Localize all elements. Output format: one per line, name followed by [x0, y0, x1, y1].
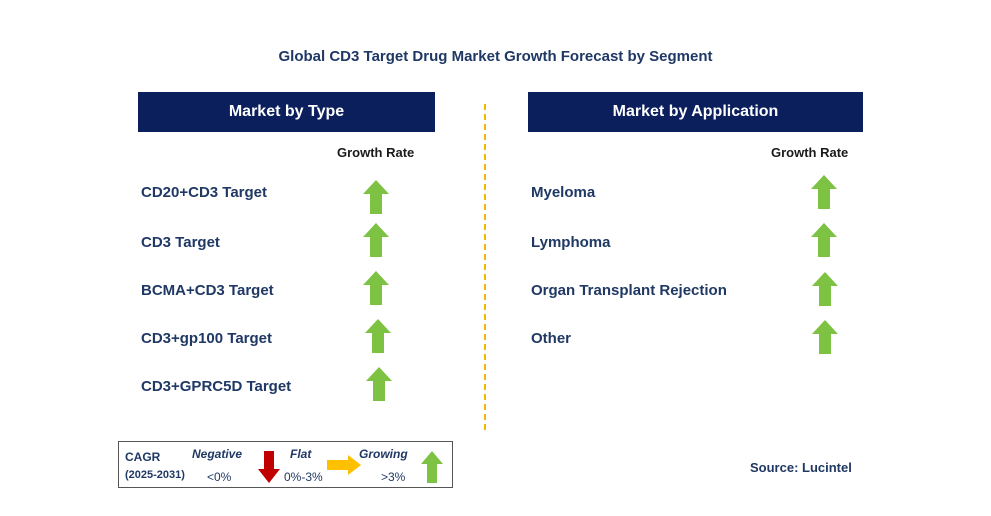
green-up-arrow-icon: [811, 175, 837, 209]
green-up-arrow-icon: [363, 271, 389, 305]
application-row-label: Lymphoma: [531, 234, 611, 251]
application-row-label: Myeloma: [531, 184, 596, 201]
green-up-arrow-icon: [363, 180, 389, 214]
chart-title: Global CD3 Target Drug Market Growth For…: [278, 48, 713, 65]
type-row-label: CD20+CD3 Target: [141, 184, 268, 201]
type-row-label: CD3+gp100 Target: [141, 330, 273, 347]
legend-cagr-label: CAGR: [125, 450, 161, 464]
legend-growing-range: >3%: [381, 470, 406, 484]
growth-rate-label-application: Growth Rate: [771, 145, 849, 160]
legend-flat-label: Flat: [290, 447, 312, 461]
green-up-arrow-icon: [421, 451, 443, 483]
green-up-arrow-icon: [363, 223, 389, 257]
red-down-arrow-icon: [258, 451, 280, 483]
type-row-label: CD3+GPRC5D Target: [141, 378, 292, 395]
growth-rate-label-type: Growth Rate: [337, 145, 415, 160]
market-by-type-header: Market by Type: [138, 92, 435, 132]
green-up-arrow-icon: [812, 272, 838, 306]
application-row-label: Organ Transplant Rejection: [531, 282, 727, 299]
source-label: Source: Lucintel: [750, 460, 852, 475]
green-up-arrow-icon: [366, 367, 392, 401]
panel-divider: [484, 104, 486, 430]
type-row-label: CD3 Target: [141, 234, 220, 251]
green-up-arrow-icon: [811, 223, 837, 257]
legend-negative-range: <0%: [207, 470, 232, 484]
application-row-label: Other: [531, 330, 572, 347]
legend-growing-label: Growing: [359, 447, 408, 461]
legend-flat-range: 0%-3%: [284, 470, 323, 484]
legend-negative-label: Negative: [192, 447, 243, 461]
legend-period-label: (2025-2031): [125, 469, 185, 481]
orange-right-arrow-icon: [327, 455, 361, 475]
green-up-arrow-icon: [365, 319, 391, 353]
cagr-legend: CAGR (2025-2031) Negative <0% Flat 0%-3%…: [118, 441, 453, 488]
green-up-arrow-icon: [812, 320, 838, 354]
market-by-application-header: Market by Application: [528, 92, 863, 132]
type-row-label: BCMA+CD3 Target: [141, 282, 274, 299]
